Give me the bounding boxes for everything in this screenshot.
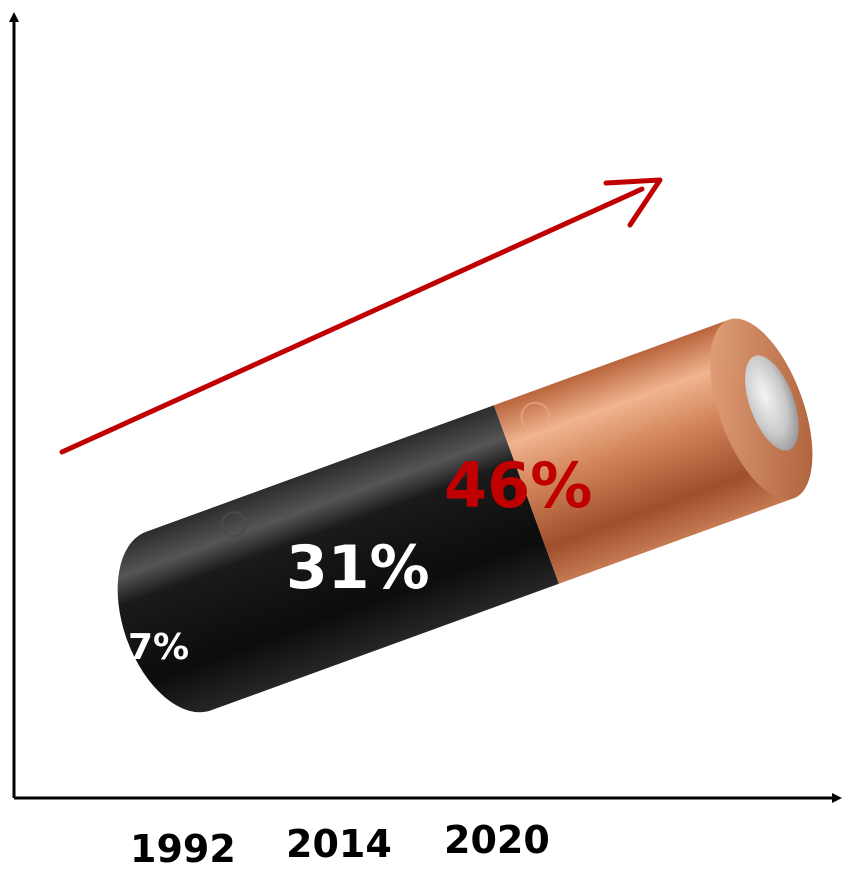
battery-body <box>117 405 559 713</box>
value-label-1992: 7% <box>128 627 189 668</box>
x-tick-label-2020: 2020 <box>444 818 550 862</box>
x-tick-label-1992: 1992 <box>130 827 236 869</box>
x-tick-label-2014: 2014 <box>286 822 392 866</box>
trend-arrow <box>59 186 645 455</box>
battery-graphic <box>117 318 813 713</box>
battery-terminal <box>745 355 799 451</box>
value-label-2014: 31% <box>286 533 430 603</box>
trend-arrow-head <box>603 177 663 228</box>
value-label-2020: 46% <box>444 449 592 522</box>
